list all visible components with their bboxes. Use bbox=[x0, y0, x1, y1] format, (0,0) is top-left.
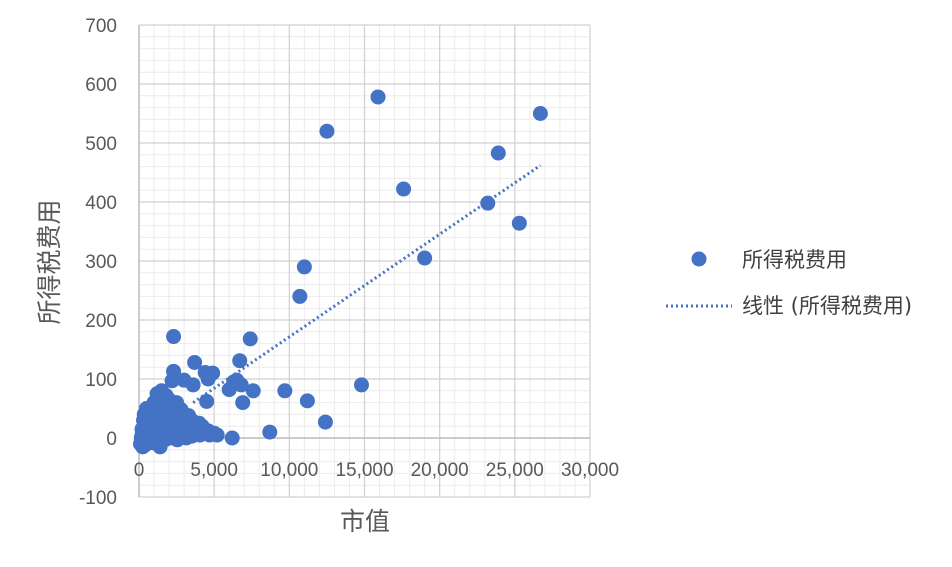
legend: 所得税费用 线性 (所得税费用) bbox=[666, 248, 912, 318]
data-point bbox=[319, 123, 335, 139]
y-tick-label: 300 bbox=[85, 252, 117, 273]
data-point bbox=[187, 354, 203, 370]
data-point bbox=[205, 365, 221, 381]
data-point bbox=[292, 288, 308, 304]
x-tick-label: 30,000 bbox=[561, 460, 619, 481]
data-point bbox=[296, 259, 312, 275]
data-point bbox=[370, 89, 386, 105]
gridlines bbox=[138, 24, 591, 498]
y-tick-label: -100 bbox=[79, 488, 117, 509]
y-tick-label: 200 bbox=[85, 311, 117, 332]
data-point bbox=[163, 398, 179, 414]
data-point bbox=[262, 424, 278, 440]
data-point bbox=[277, 383, 293, 399]
y-tick-label: 0 bbox=[106, 429, 117, 450]
x-tick-label: 0 bbox=[134, 460, 145, 481]
y-tick-label: 400 bbox=[85, 193, 117, 214]
data-point bbox=[185, 377, 201, 393]
data-point bbox=[235, 395, 251, 411]
y-tick-label: 500 bbox=[85, 134, 117, 155]
data-point bbox=[353, 377, 369, 393]
x-tick-label: 5,000 bbox=[190, 460, 238, 481]
data-point bbox=[317, 414, 333, 430]
x-axis-ticks: 0 5,000 10,000 15,000 20,000 25,000 30,000 bbox=[134, 460, 619, 481]
data-point bbox=[299, 393, 315, 409]
x-tick-label: 10,000 bbox=[260, 460, 318, 481]
y-axis-title: 所得税费用 bbox=[35, 199, 64, 324]
data-point bbox=[245, 383, 261, 399]
data-point bbox=[166, 329, 182, 345]
legend-marker-scatter bbox=[691, 251, 707, 267]
data-point bbox=[192, 427, 208, 443]
legend-label-trendline: 线性 (所得税费用) bbox=[742, 294, 912, 318]
data-point bbox=[140, 435, 156, 451]
data-point bbox=[232, 353, 248, 369]
x-tick-label: 15,000 bbox=[335, 460, 393, 481]
y-axis-ticks: 700 600 500 400 300 200 100 0 -100 bbox=[79, 16, 117, 509]
data-point bbox=[179, 418, 195, 434]
trendline bbox=[192, 164, 542, 404]
data-points bbox=[133, 89, 548, 455]
legend-label-scatter: 所得税费用 bbox=[742, 248, 847, 272]
data-point bbox=[164, 373, 180, 389]
y-tick-label: 700 bbox=[85, 16, 117, 37]
trendline-path bbox=[192, 164, 542, 404]
x-tick-label: 25,000 bbox=[486, 460, 544, 481]
data-point bbox=[417, 250, 433, 266]
x-tick-label: 20,000 bbox=[411, 460, 469, 481]
x-axis-title: 市值 bbox=[340, 507, 390, 536]
data-point bbox=[224, 430, 240, 446]
data-point bbox=[511, 215, 527, 231]
data-point bbox=[396, 181, 412, 197]
y-tick-label: 600 bbox=[85, 75, 117, 96]
data-point bbox=[490, 145, 506, 161]
data-point bbox=[233, 377, 249, 393]
data-point bbox=[152, 439, 168, 455]
y-tick-label: 100 bbox=[85, 370, 117, 391]
data-point bbox=[242, 331, 258, 347]
data-point bbox=[532, 106, 548, 121]
